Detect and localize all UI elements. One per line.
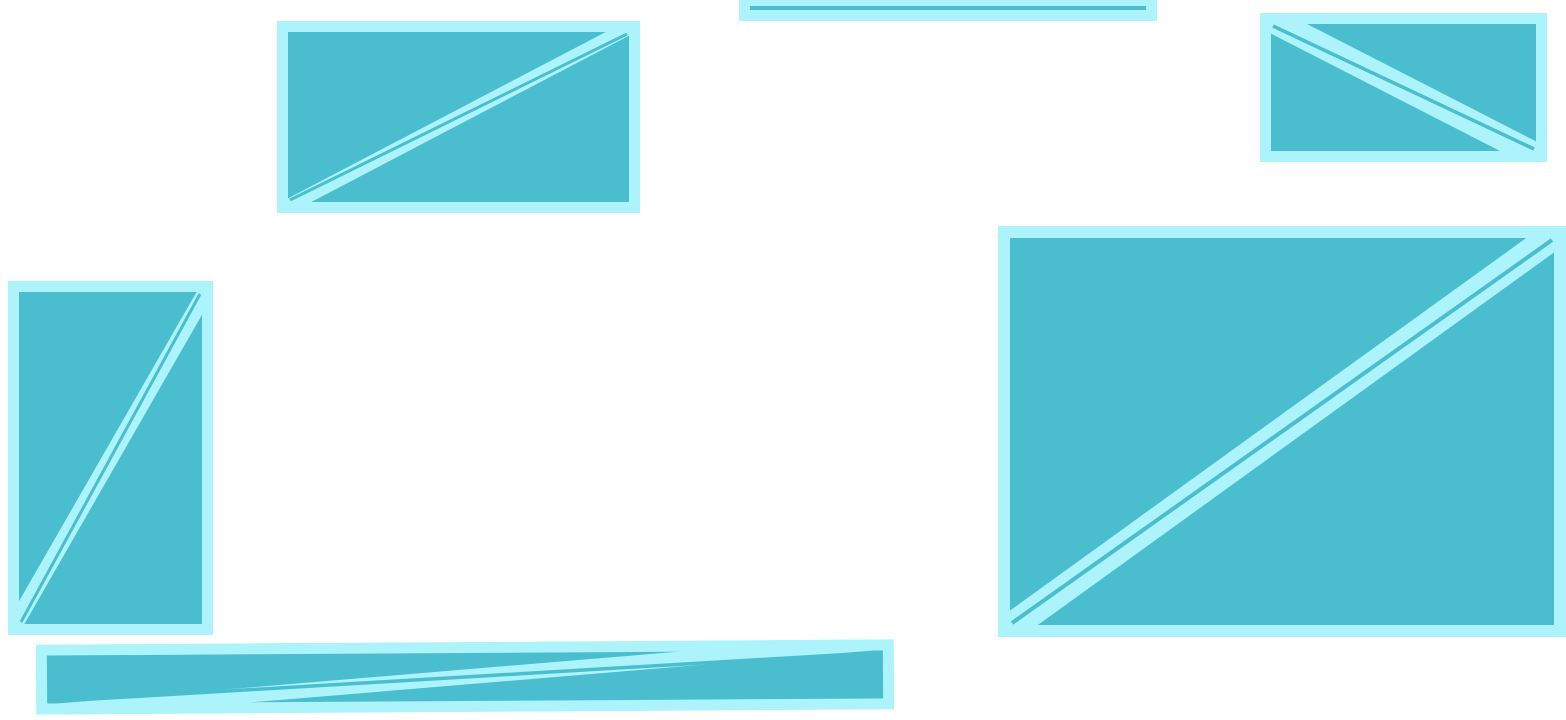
placeholder-box-top-left-diagonal-tick: [289, 32, 628, 202]
placeholder-strip-bottom-diagonal-tick: [49, 650, 881, 704]
placeholder-strip-bottom: [35, 639, 895, 715]
placeholder-box-top-left: [277, 21, 640, 213]
placeholder-box-right-large-diagonal-tick: [1010, 238, 1554, 625]
placeholder-box-left: [8, 281, 213, 635]
placeholder-strip-top-border: [739, 0, 1157, 21]
placeholder-strip-top: [739, 0, 1157, 21]
placeholder-box-left-diagonal-tick: [19, 293, 202, 623]
placeholder-box-top-right: [1260, 13, 1547, 162]
placeholder-box-top-right-diagonal-tick: [1272, 24, 1535, 151]
placeholder-strip-top-fill: [750, 6, 1146, 10]
placeholder-box-right-large: [998, 226, 1566, 637]
